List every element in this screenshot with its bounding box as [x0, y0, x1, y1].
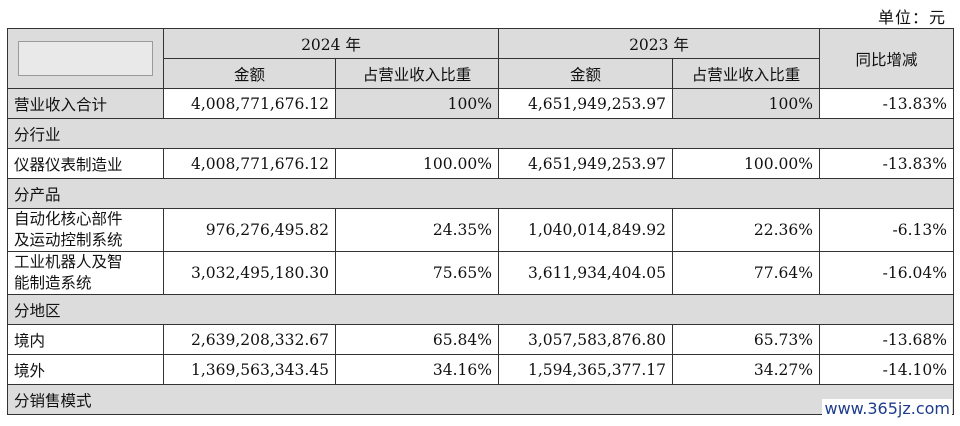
header-yoy: 同比增减	[819, 28, 954, 89]
amount-2024: 2,639,208,332.67	[163, 324, 336, 355]
header-year-2023: 2023 年	[498, 28, 820, 59]
section-row-industry: 分行业	[7, 118, 954, 149]
section-label: 分销售模式	[7, 384, 954, 415]
ratio-2024: 24.35%	[335, 208, 499, 252]
ratio-2024: 34.16%	[335, 354, 499, 385]
amount-2023: 1,040,014,849.92	[498, 208, 673, 252]
row-label: 仪器仪表制造业	[7, 148, 164, 179]
table-row-domestic: 境内 2,639,208,332.67 65.84% 3,057,583,876…	[7, 324, 954, 355]
yoy-change: -13.83%	[819, 148, 954, 179]
section-label: 分行业	[7, 118, 954, 149]
amount-2024: 976,276,495.82	[163, 208, 336, 252]
amount-2023: 3,611,934,404.05	[498, 251, 673, 295]
ratio-2024: 65.84%	[335, 324, 499, 355]
yoy-change: -6.13%	[819, 208, 954, 252]
row-label: 自动化核心部件 及运动控制系统	[7, 208, 164, 252]
yoy-change: -14.10%	[819, 354, 954, 385]
yoy-change: -13.83%	[819, 88, 954, 119]
unit-label: 单位：元	[877, 8, 946, 27]
ratio-2023: 22.36%	[672, 208, 820, 252]
amount-2023: 3,057,583,876.80	[498, 324, 673, 355]
ratio-2023: 77.64%	[672, 251, 820, 295]
amount-2023: 4,651,949,253.97	[498, 148, 673, 179]
revenue-table: 2024 年 2023 年 同比增减 金额 占营业收入比重 金额 占营业收入比重…	[7, 28, 954, 415]
row-label-line-2: 能制造系统	[14, 274, 92, 292]
row-label: 境内	[7, 324, 164, 355]
ratio-2024: 100%	[335, 88, 499, 119]
ratio-2024: 75.65%	[335, 251, 499, 295]
row-label: 境外	[7, 354, 164, 385]
row-label-line-1: 工业机器人及智	[14, 253, 123, 271]
section-row-region: 分地区	[7, 294, 954, 325]
section-label: 分产品	[7, 178, 954, 209]
watermark: www.365jz.com	[822, 399, 952, 418]
table-row-robot: 工业机器人及智 能制造系统 3,032,495,180.30 75.65% 3,6…	[7, 251, 954, 295]
header-ratio-2024: 占营业收入比重	[335, 58, 499, 89]
header-amount-2023: 金额	[498, 58, 673, 89]
header-row-columns: 金额 占营业收入比重 金额 占营业收入比重	[8, 58, 954, 89]
amount-2024: 3,032,495,180.30	[163, 251, 336, 295]
header-corner	[7, 28, 164, 89]
header-ratio-2023: 占营业收入比重	[672, 58, 820, 89]
amount-2024: 4,008,771,676.12	[163, 88, 336, 119]
yoy-change: -13.68%	[819, 324, 954, 355]
row-label: 工业机器人及智 能制造系统	[7, 251, 164, 295]
section-row-sales-mode: 分销售模式	[7, 384, 954, 415]
table-row-overseas: 境外 1,369,563,343.45 34.16% 1,594,365,377…	[7, 354, 954, 385]
row-label-line-2: 及运动控制系统	[14, 231, 123, 249]
table-row-instrument: 仪器仪表制造业 4,008,771,676.12 100.00% 4,651,9…	[7, 148, 954, 179]
table-row-total: 营业收入合计 4,008,771,676.12 100% 4,651,949,2…	[7, 88, 954, 119]
row-label-line-1: 自动化核心部件	[14, 210, 123, 228]
amount-2024: 4,008,771,676.12	[163, 148, 336, 179]
ratio-2023: 100%	[672, 88, 820, 119]
amount-2023: 1,594,365,377.17	[498, 354, 673, 385]
amount-2024: 1,369,563,343.45	[163, 354, 336, 385]
ratio-2024: 100.00%	[335, 148, 499, 179]
ratio-2023: 100.00%	[672, 148, 820, 179]
ratio-2023: 65.73%	[672, 324, 820, 355]
section-label: 分地区	[7, 294, 954, 325]
ratio-2023: 34.27%	[672, 354, 820, 385]
amount-2023: 4,651,949,253.97	[498, 88, 673, 119]
yoy-change: -16.04%	[819, 251, 954, 295]
section-row-product: 分产品	[7, 178, 954, 209]
row-label: 营业收入合计	[7, 88, 164, 119]
table-row-automation: 自动化核心部件 及运动控制系统 976,276,495.82 24.35% 1,0…	[7, 208, 954, 252]
header-amount-2024: 金额	[163, 58, 336, 89]
header-year-2024: 2024 年	[163, 28, 499, 59]
header-row-years: 2024 年 2023 年 同比增减	[7, 28, 954, 89]
